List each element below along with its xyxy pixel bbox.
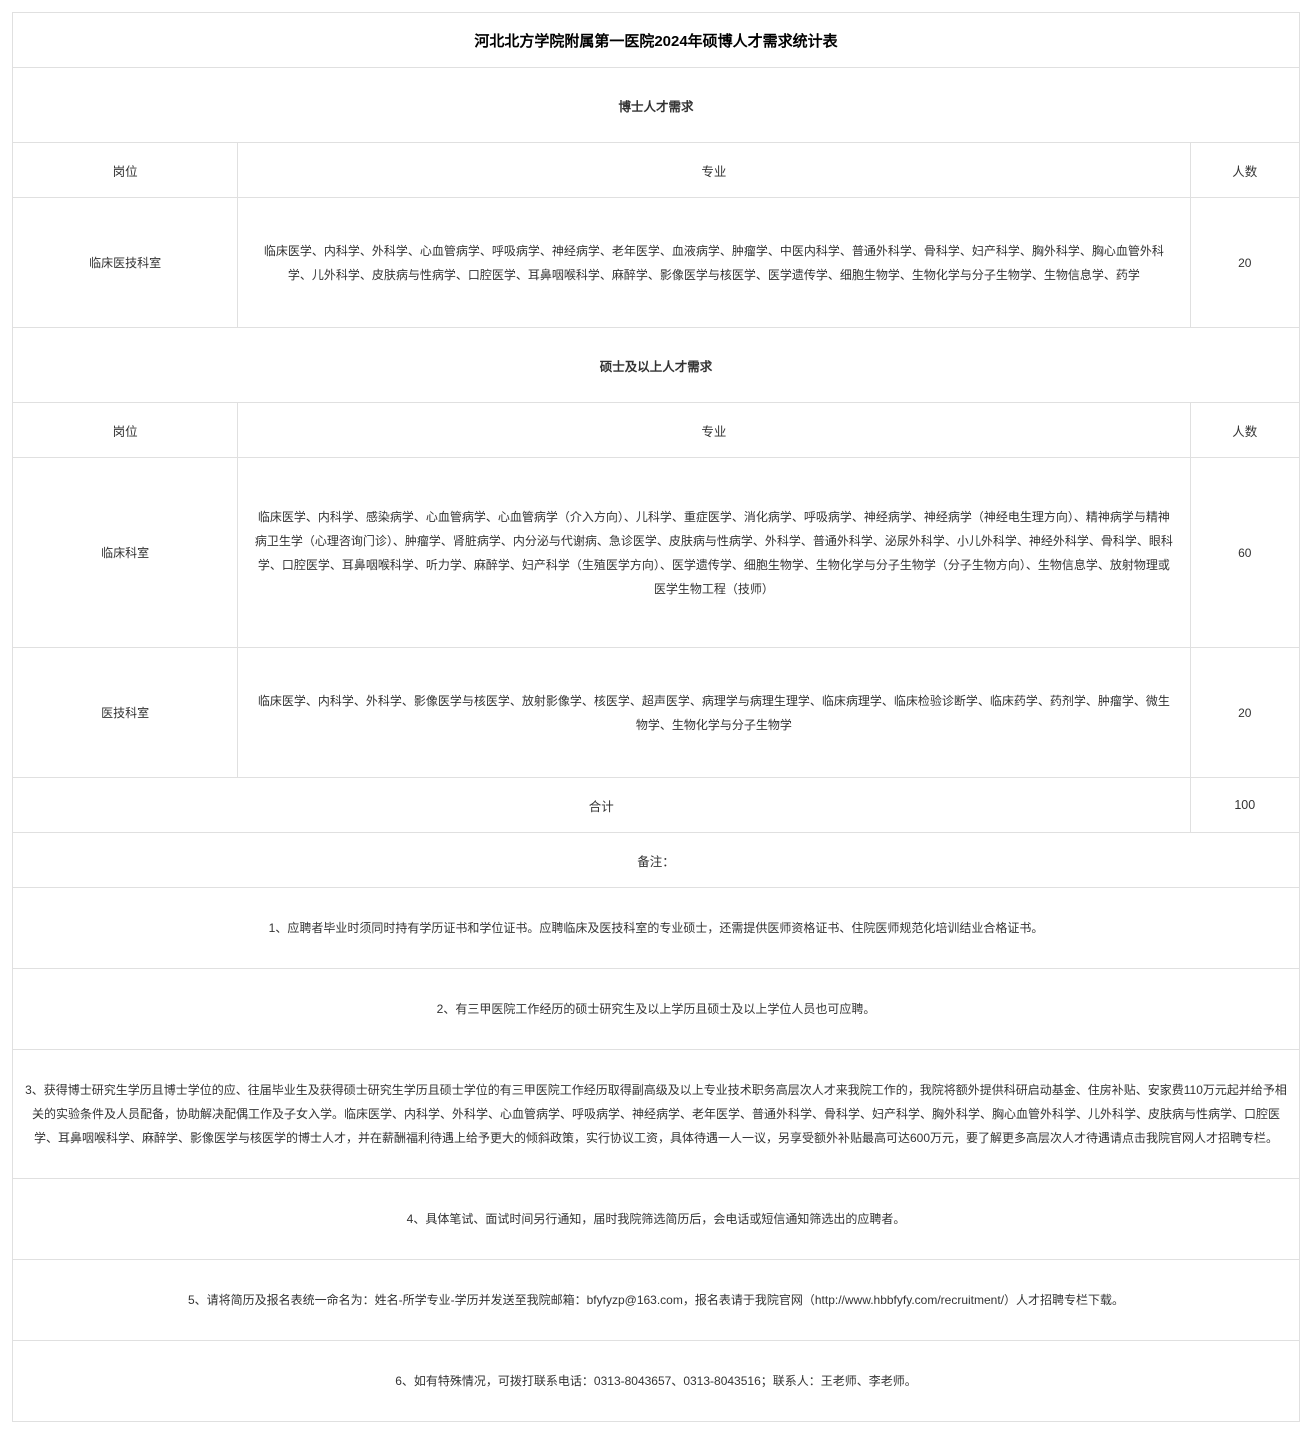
- note-item-5: 5、请将简历及报名表统一命名为：姓名-所学专业-学历并发送至我院邮箱：bfyfy…: [13, 1260, 1300, 1341]
- note-item-1: 1、应聘者毕业时须同时持有学历证书和学位证书。应聘临床及医技科室的专业硕士，还需…: [13, 888, 1300, 969]
- doctor-section-row: 博士人才需求: [13, 68, 1300, 143]
- doctor-count-cell: 20: [1190, 198, 1299, 328]
- note-row-3: 3、获得博士研究生学历且博士学位的应、往届毕业生及获得硕士研究生学历且硕士学位的…: [13, 1050, 1300, 1179]
- note-item-4: 4、具体笔试、面试时间另行通知，届时我院筛选简历后，会电话或短信通知筛选出的应聘…: [13, 1179, 1300, 1260]
- total-row: 合计 100: [13, 778, 1300, 833]
- master-position-cell-2: 医技科室: [13, 648, 238, 778]
- doctor-header-major: 专业: [238, 143, 1190, 198]
- note-row-6: 6、如有特殊情况，可拨打联系电话：0313-8043657、0313-80435…: [13, 1341, 1300, 1422]
- master-data-row-2: 医技科室 临床医学、内科学、外科学、影像医学与核医学、放射影像学、核医学、超声医…: [13, 648, 1300, 778]
- doctor-header-row: 岗位 专业 人数: [13, 143, 1300, 198]
- doctor-header-count: 人数: [1190, 143, 1299, 198]
- note-item-6: 6、如有特殊情况，可拨打联系电话：0313-8043657、0313-80435…: [13, 1341, 1300, 1422]
- notes-header: 备注：: [13, 833, 1300, 888]
- master-header-major: 专业: [238, 403, 1190, 458]
- total-label: 合计: [13, 778, 1191, 833]
- master-header-count: 人数: [1190, 403, 1299, 458]
- master-section-row: 硕士及以上人才需求: [13, 328, 1300, 403]
- master-header-position: 岗位: [13, 403, 238, 458]
- master-section-header: 硕士及以上人才需求: [13, 328, 1300, 403]
- note-row-4: 4、具体笔试、面试时间另行通知，届时我院筛选简历后，会电话或短信通知筛选出的应聘…: [13, 1179, 1300, 1260]
- talent-demand-table: 河北北方学院附属第一医院2024年硕博人才需求统计表 博士人才需求 岗位 专业 …: [12, 12, 1300, 1422]
- doctor-data-row: 临床医技科室 临床医学、内科学、外科学、心血管病学、呼吸病学、神经病学、老年医学…: [13, 198, 1300, 328]
- note-item-3: 3、获得博士研究生学历且博士学位的应、往届毕业生及获得硕士研究生学历且硕士学位的…: [13, 1050, 1300, 1179]
- master-major-cell-1: 临床医学、内科学、感染病学、心血管病学、心血管病学（介入方向）、儿科学、重症医学…: [238, 458, 1190, 648]
- master-count-cell-1: 60: [1190, 458, 1299, 648]
- master-data-row-1: 临床科室 临床医学、内科学、感染病学、心血管病学、心血管病学（介入方向）、儿科学…: [13, 458, 1300, 648]
- doctor-header-position: 岗位: [13, 143, 238, 198]
- master-major-cell-2: 临床医学、内科学、外科学、影像医学与核医学、放射影像学、核医学、超声医学、病理学…: [238, 648, 1190, 778]
- note-row-1: 1、应聘者毕业时须同时持有学历证书和学位证书。应聘临床及医技科室的专业硕士，还需…: [13, 888, 1300, 969]
- master-position-cell-1: 临床科室: [13, 458, 238, 648]
- doctor-position-cell: 临床医技科室: [13, 198, 238, 328]
- doctor-section-header: 博士人才需求: [13, 68, 1300, 143]
- total-count: 100: [1190, 778, 1299, 833]
- note-row-5: 5、请将简历及报名表统一命名为：姓名-所学专业-学历并发送至我院邮箱：bfyfy…: [13, 1260, 1300, 1341]
- note-row-2: 2、有三甲医院工作经历的硕士研究生及以上学历且硕士及以上学位人员也可应聘。: [13, 969, 1300, 1050]
- note-item-2: 2、有三甲医院工作经历的硕士研究生及以上学历且硕士及以上学位人员也可应聘。: [13, 969, 1300, 1050]
- notes-header-row: 备注：: [13, 833, 1300, 888]
- title-row: 河北北方学院附属第一医院2024年硕博人才需求统计表: [13, 13, 1300, 68]
- doctor-major-cell: 临床医学、内科学、外科学、心血管病学、呼吸病学、神经病学、老年医学、血液病学、肿…: [238, 198, 1190, 328]
- master-header-row: 岗位 专业 人数: [13, 403, 1300, 458]
- table-title: 河北北方学院附属第一医院2024年硕博人才需求统计表: [13, 13, 1300, 68]
- master-count-cell-2: 20: [1190, 648, 1299, 778]
